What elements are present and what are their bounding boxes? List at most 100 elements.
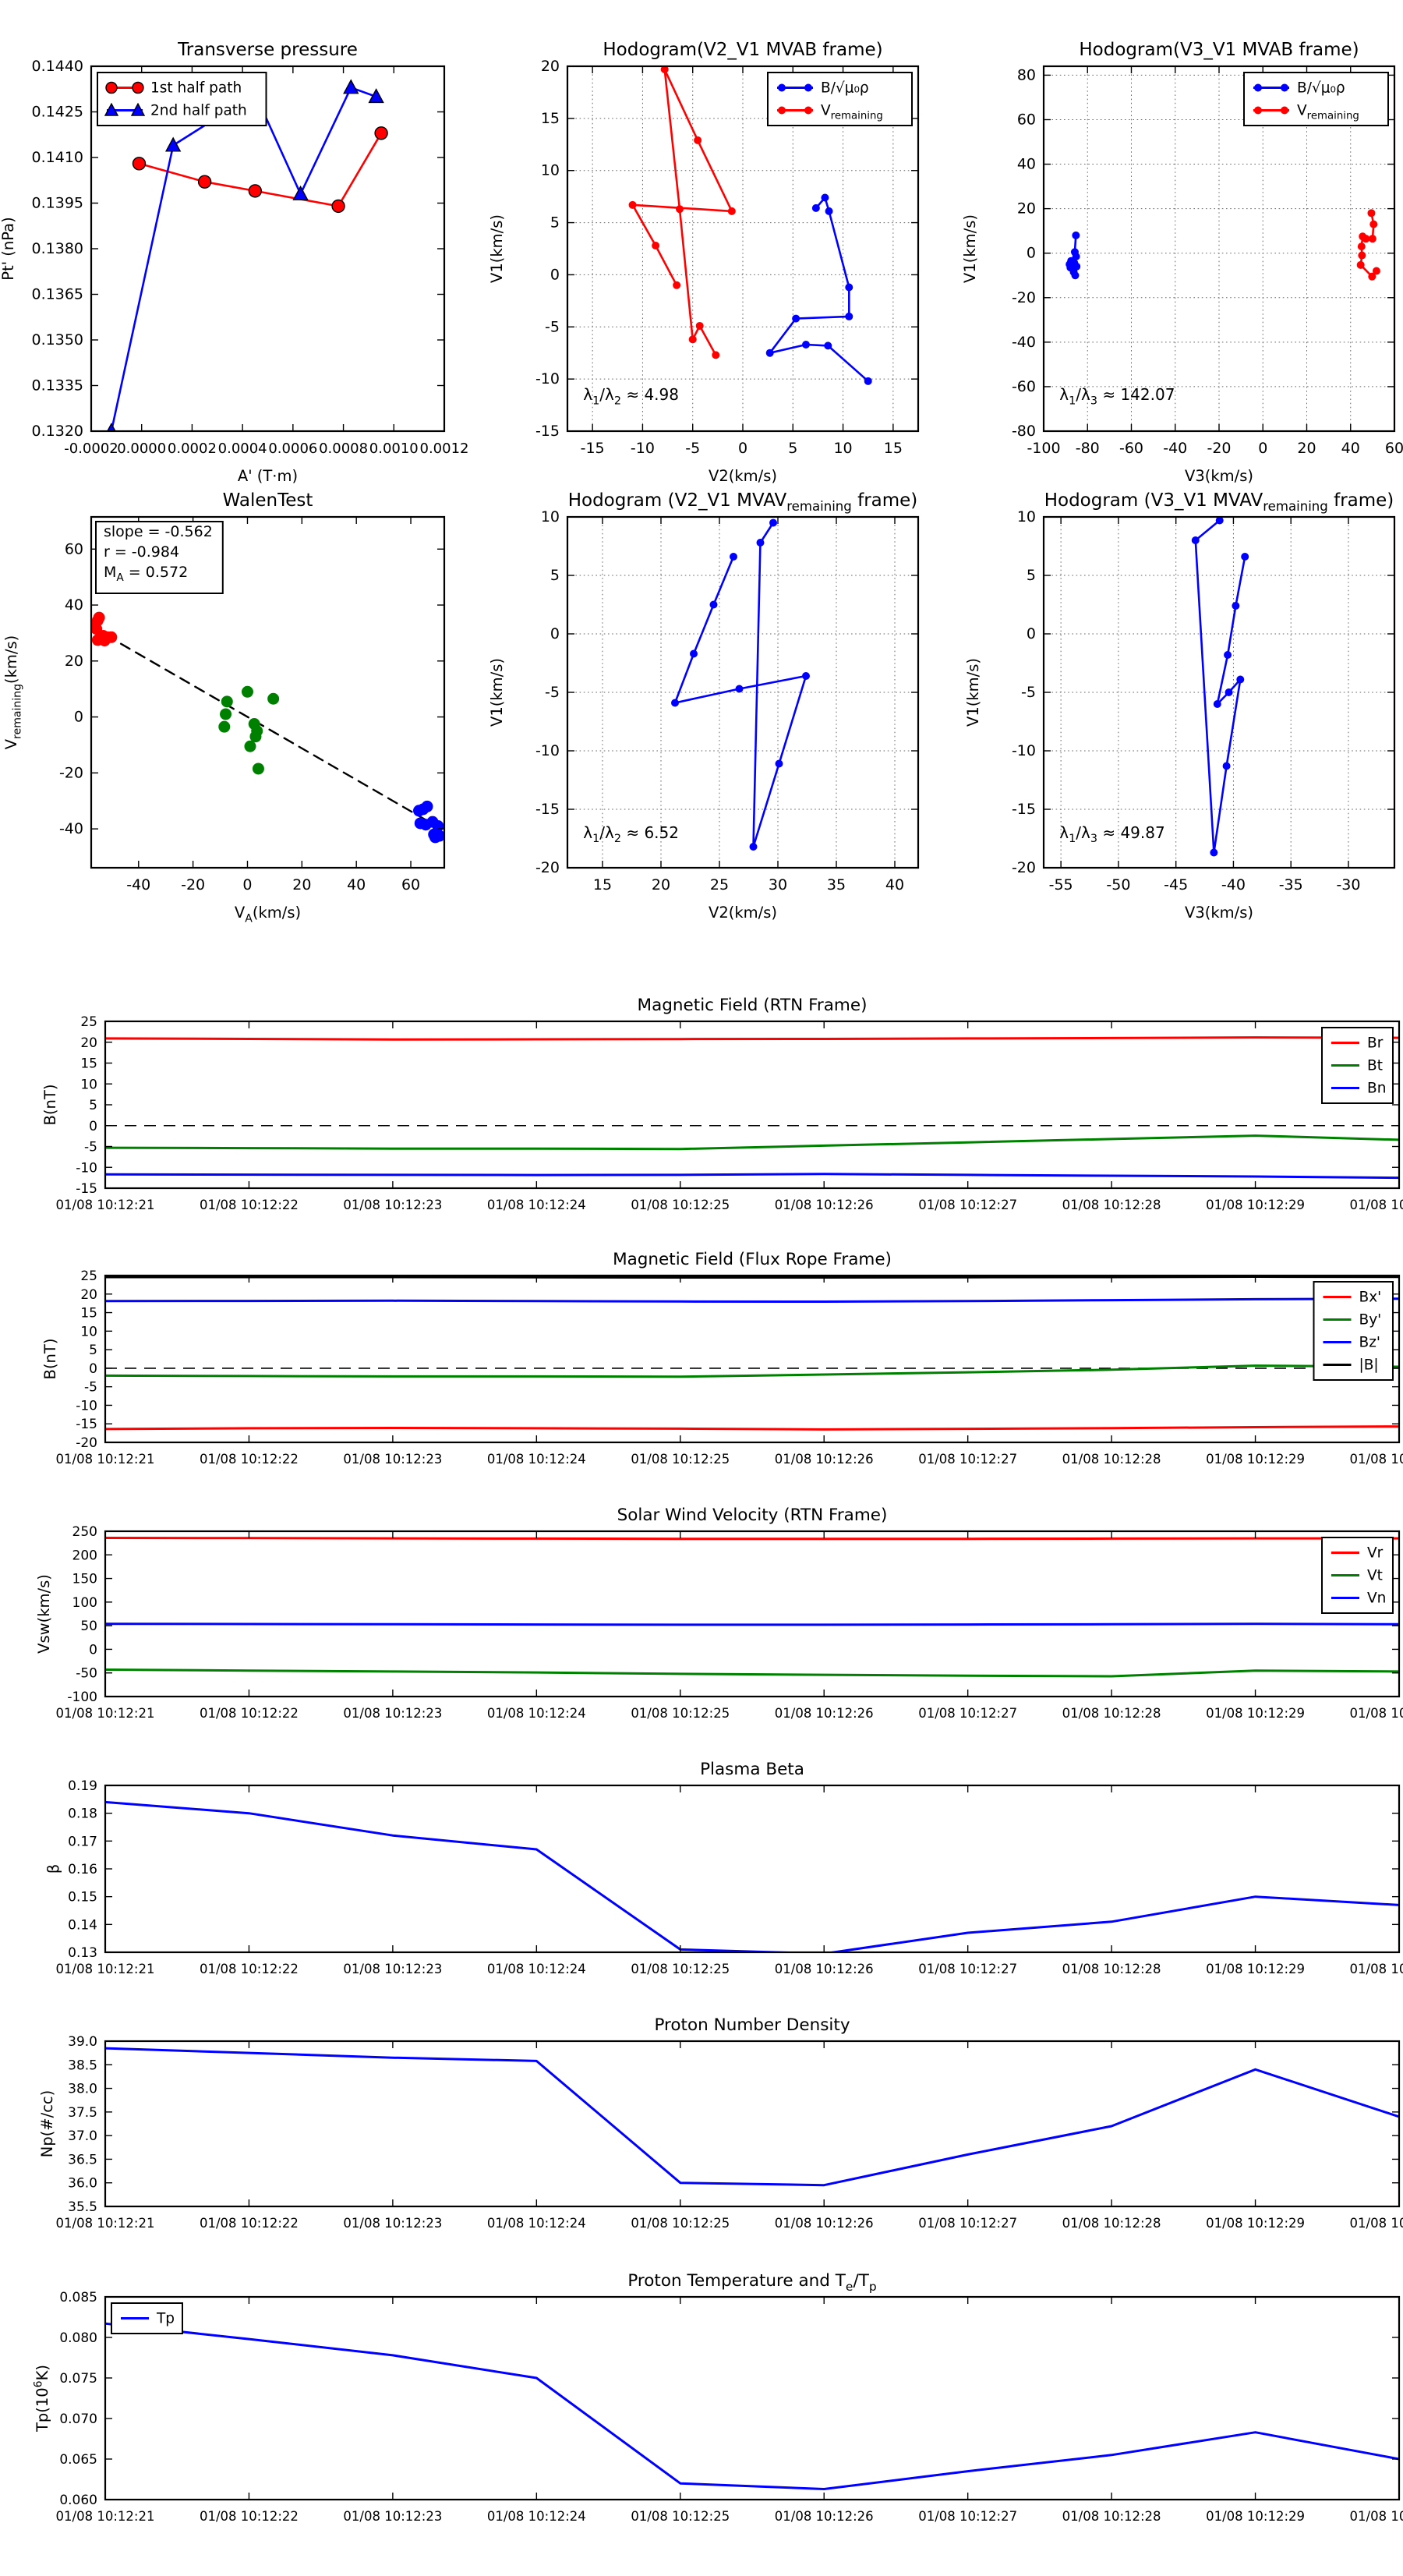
svg-text:01/08 10:12:26: 01/08 10:12:26	[775, 1962, 874, 1976]
svg-text:Vremaining: Vremaining	[821, 103, 883, 122]
svg-text:-20: -20	[181, 876, 205, 893]
svg-text:Bn: Bn	[1367, 1081, 1386, 1097]
svg-text:0: 0	[89, 1119, 97, 1134]
svg-text:1st half path: 1st half path	[150, 80, 242, 97]
svg-text:60: 60	[1017, 111, 1036, 128]
svg-text:01/08 10:12:21: 01/08 10:12:21	[56, 2509, 155, 2524]
series-|B|	[105, 1276, 1399, 1279]
series-group	[628, 66, 872, 385]
svg-text:-5: -5	[545, 684, 560, 701]
svg-text:36.5: 36.5	[68, 2152, 97, 2167]
svg-text:-45: -45	[1164, 876, 1188, 893]
svg-text:-50: -50	[1106, 876, 1130, 893]
svg-text:01/08 10:12:22: 01/08 10:12:22	[200, 1706, 299, 1721]
svg-text:15: 15	[541, 110, 560, 127]
svg-text:B/√μ₀ρ: B/√μ₀ρ	[1297, 80, 1345, 97]
svg-text:0.1335: 0.1335	[32, 377, 83, 395]
svg-text:60: 60	[65, 540, 83, 557]
legend: Vr Vt Vn	[1321, 1537, 1394, 1614]
svg-text:38.5: 38.5	[68, 2058, 97, 2073]
svg-text:01/08 10:12:29: 01/08 10:12:29	[1206, 1198, 1305, 1212]
svg-text:01/08 10:12:26: 01/08 10:12:26	[775, 1706, 874, 1721]
svg-text:01/08 10:12:26: 01/08 10:12:26	[775, 1198, 874, 1212]
svg-text:01/08 10:12:28: 01/08 10:12:28	[1062, 1198, 1161, 1212]
x-axis-label: V3(km/s)	[1185, 904, 1253, 922]
svg-text:01/08 10:12:27: 01/08 10:12:27	[918, 1198, 1017, 1212]
svg-text:5: 5	[550, 567, 560, 584]
series-fit-line	[91, 625, 444, 832]
svg-text:-10: -10	[76, 1160, 97, 1176]
svg-text:0.1440: 0.1440	[32, 58, 83, 75]
series-V-remaining-	[631, 68, 733, 356]
svg-text:0.070: 0.070	[59, 2411, 97, 2427]
svg-text:100: 100	[72, 1595, 97, 1611]
series-group	[105, 1276, 1399, 1431]
axes-box	[104, 1530, 1401, 1698]
svg-text:01/08 10:12:27: 01/08 10:12:27	[918, 2216, 1017, 2231]
svg-text:MA = 0.572: MA = 0.572	[104, 564, 188, 584]
svg-text:01/08 10:12:21: 01/08 10:12:21	[56, 1452, 155, 1467]
svg-text:0.065: 0.065	[59, 2452, 97, 2468]
plot-plasma-beta: 01/08 10:12:21 01/08 10:12:22 01/08 10:12:…	[44, 1760, 1403, 1976]
svg-text:20: 20	[80, 1035, 97, 1051]
svg-text:25: 25	[710, 876, 729, 893]
y-axis-label: B(nT)	[41, 1339, 59, 1380]
svg-text:39.0: 39.0	[68, 2034, 97, 2050]
svg-text:Br: Br	[1367, 1035, 1384, 1052]
svg-text:36.0: 36.0	[68, 2176, 97, 2192]
legend: B/√μ₀ρ Vremaining	[767, 72, 913, 126]
ticks	[1044, 516, 1394, 869]
series-B-	[769, 196, 869, 383]
tick-labels: 01/08 10:12:21 01/08 10:12:22 01/08 10:12:…	[56, 1778, 1403, 1976]
svg-text:20: 20	[292, 876, 311, 893]
plot-title: WalenTest	[223, 490, 313, 511]
svg-text:01/08 10:12:23: 01/08 10:12:23	[343, 1962, 442, 1976]
svg-text:01/08 10:12:21: 01/08 10:12:21	[56, 1962, 155, 1976]
annotation: λ1/λ2 ≈ 4.98	[583, 385, 679, 407]
svg-text:0: 0	[738, 440, 747, 457]
series-V-path	[673, 522, 808, 848]
svg-text:-0.0002: -0.0002	[64, 441, 118, 457]
svg-text:-5: -5	[84, 1140, 97, 1155]
svg-text:-40: -40	[1163, 440, 1187, 457]
svg-text:-15: -15	[535, 801, 560, 818]
svg-text:0.1320: 0.1320	[32, 423, 83, 440]
svg-text:10: 10	[541, 162, 560, 179]
series-Vr	[105, 1537, 1399, 1541]
series-group	[105, 1537, 1399, 1678]
svg-text:01/08 10:12:24: 01/08 10:12:24	[487, 2509, 586, 2524]
svg-text:-10: -10	[631, 440, 655, 457]
svg-text:-20: -20	[1207, 440, 1231, 457]
y-axis-label: B(nT)	[41, 1085, 59, 1126]
plot-title: Hodogram(V2_V1 MVAB frame)	[603, 40, 882, 60]
svg-text:01/08 10:12:28: 01/08 10:12:28	[1062, 2509, 1161, 2524]
svg-text:Vt: Vt	[1367, 1568, 1383, 1584]
svg-text:-5: -5	[84, 1380, 97, 1396]
svg-text:0.060: 0.060	[59, 2493, 97, 2508]
tick-labels: 01/08 10:12:21 01/08 10:12:22 01/08 10:12:…	[56, 1014, 1403, 1212]
svg-text:35.5: 35.5	[68, 2199, 97, 2215]
svg-text:01/08 10:12:21: 01/08 10:12:21	[56, 1198, 155, 1212]
plot-title: Proton Temperature and Te/Tp	[627, 2271, 876, 2294]
ticks	[104, 2040, 1400, 2207]
plot-hodogram-v2v1-mvav: 15 20 25 30 35 40 -20 -15 -10 -5 0 5 10 Hodogram (V2_…	[488, 490, 920, 922]
svg-text:01/08 10:12:28: 01/08 10:12:28	[1062, 1962, 1161, 1976]
svg-text:01/08 10:12:24: 01/08 10:12:24	[487, 1198, 586, 1212]
plot-proton-number-density: 01/08 10:12:21 01/08 10:12:22 01/08 10:12:…	[38, 2015, 1403, 2231]
svg-text:40: 40	[65, 596, 83, 614]
series-group	[1191, 517, 1249, 857]
svg-text:20: 20	[541, 58, 560, 75]
svg-text:-10: -10	[1012, 742, 1036, 759]
svg-text:0: 0	[74, 709, 83, 726]
plot-title: Hodogram(V3_V1 MVAB frame)	[1079, 40, 1359, 60]
svg-text:250: 250	[72, 1524, 97, 1540]
svg-text:01/08 10:12:23: 01/08 10:12:23	[343, 1706, 442, 1721]
tick-labels: 01/08 10:12:21 01/08 10:12:22 01/08 10:12:…	[56, 2034, 1403, 2231]
y-axis-label: β	[44, 1864, 62, 1874]
svg-text:-20: -20	[1012, 859, 1036, 876]
svg-text:-15: -15	[1012, 801, 1036, 818]
svg-text:0.0002: 0.0002	[168, 441, 217, 457]
legend: Bx' By' Bz' |B|	[1313, 1281, 1394, 1381]
